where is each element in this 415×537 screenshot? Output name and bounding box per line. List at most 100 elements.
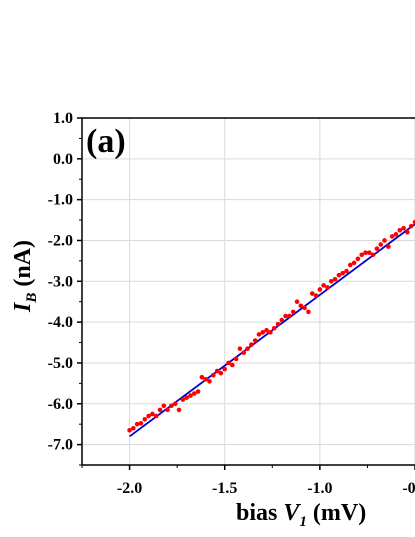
data-point (279, 317, 285, 323)
data-point (313, 293, 319, 298)
data-point (222, 366, 228, 372)
data-point (386, 244, 391, 249)
y-axis-sub: B (24, 293, 40, 304)
data-point (233, 356, 239, 362)
data-point (344, 268, 349, 274)
y-axis-label: IB (nA) (10, 240, 40, 313)
data-point (359, 252, 365, 258)
data-point (397, 227, 403, 233)
data-point (157, 407, 163, 413)
data-point (389, 234, 395, 239)
y-tick-label: -6.0 (48, 396, 73, 413)
data-point (283, 313, 288, 319)
x-axis-label: bias V1 (mV) (236, 500, 366, 530)
data-point (249, 342, 254, 347)
data-point (210, 372, 216, 378)
y-axis-unit: (nA) (10, 240, 36, 293)
x-axis-prefix: bias (236, 500, 283, 526)
data-point (184, 395, 189, 400)
data-point (218, 370, 224, 376)
data-point (161, 403, 167, 409)
plot-frame (81, 117, 415, 466)
data-points (127, 219, 415, 433)
data-point (374, 246, 380, 251)
y-tick-label: -3.0 (48, 273, 73, 290)
data-point (237, 346, 243, 351)
data-point (264, 327, 269, 333)
data-point (370, 252, 376, 258)
panel-label: (a) (86, 123, 126, 160)
data-point (393, 232, 399, 237)
data-point (241, 350, 247, 356)
data-point (287, 313, 292, 319)
data-point (405, 230, 410, 235)
data-point (172, 401, 178, 407)
data-point (203, 376, 208, 382)
tick-labels: 1.0 0.0 -1.0 -2.0 -3.0 -4.0 -5.0 -6.0 -7.0 -2.0 -1… (48, 110, 415, 497)
data-point (260, 330, 266, 335)
x-axis-var: V (283, 500, 301, 526)
x-axis-sub: 1 (299, 514, 307, 530)
data-point (328, 278, 334, 284)
data-point (199, 374, 205, 380)
data-point (256, 332, 262, 337)
data-point (363, 250, 368, 256)
data-point (317, 287, 323, 292)
data-point (150, 411, 155, 417)
data-point (142, 416, 148, 422)
data-point (134, 421, 140, 427)
x-tick-label: -2.0 (117, 480, 142, 497)
y-tick-label: -7.0 (48, 437, 73, 454)
data-point (378, 242, 384, 247)
data-point (131, 425, 136, 431)
fit-line-segment (129, 223, 415, 438)
y-tick-label: -5.0 (48, 355, 73, 372)
data-point (367, 250, 372, 256)
data-point (230, 362, 235, 368)
data-point (332, 276, 338, 282)
data-point (188, 393, 193, 398)
data-point (271, 325, 277, 331)
data-point (252, 338, 258, 343)
data-point (340, 270, 345, 276)
x-axis-unit: (mV) (307, 500, 366, 526)
data-point (412, 219, 415, 225)
fit-line (129, 223, 415, 438)
data-point (355, 256, 361, 262)
data-point (138, 421, 144, 426)
data-point (214, 368, 220, 374)
data-point (207, 379, 212, 384)
data-point (226, 360, 231, 366)
data-point (275, 321, 281, 327)
data-point (290, 309, 296, 315)
data-point (176, 407, 182, 413)
data-point (169, 403, 174, 409)
ticks (77, 117, 415, 470)
data-point (348, 262, 353, 268)
data-point (180, 397, 186, 402)
data-point (298, 303, 304, 309)
data-point (325, 285, 330, 290)
grid (82, 117, 415, 465)
data-point (153, 413, 159, 419)
x-tick-label: -1.0 (307, 480, 332, 497)
data-point (245, 346, 250, 351)
data-point (302, 305, 307, 311)
data-point (191, 391, 197, 396)
data-point (309, 291, 315, 296)
data-point (268, 330, 273, 335)
data-point (146, 413, 151, 419)
y-tick-label: 1.0 (53, 110, 73, 127)
data-point (336, 272, 342, 278)
y-tick-label: 0.0 (53, 151, 73, 168)
x-tick-label: -1.5 (212, 480, 237, 497)
data-point (195, 389, 201, 394)
y-tick-label: -1.0 (48, 192, 73, 209)
x-tick-label: -0.5 (402, 480, 415, 497)
y-axis-var: I (10, 301, 36, 313)
data-point (127, 428, 132, 433)
data-point (306, 309, 311, 315)
data-point (294, 299, 300, 305)
data-point (321, 283, 326, 288)
